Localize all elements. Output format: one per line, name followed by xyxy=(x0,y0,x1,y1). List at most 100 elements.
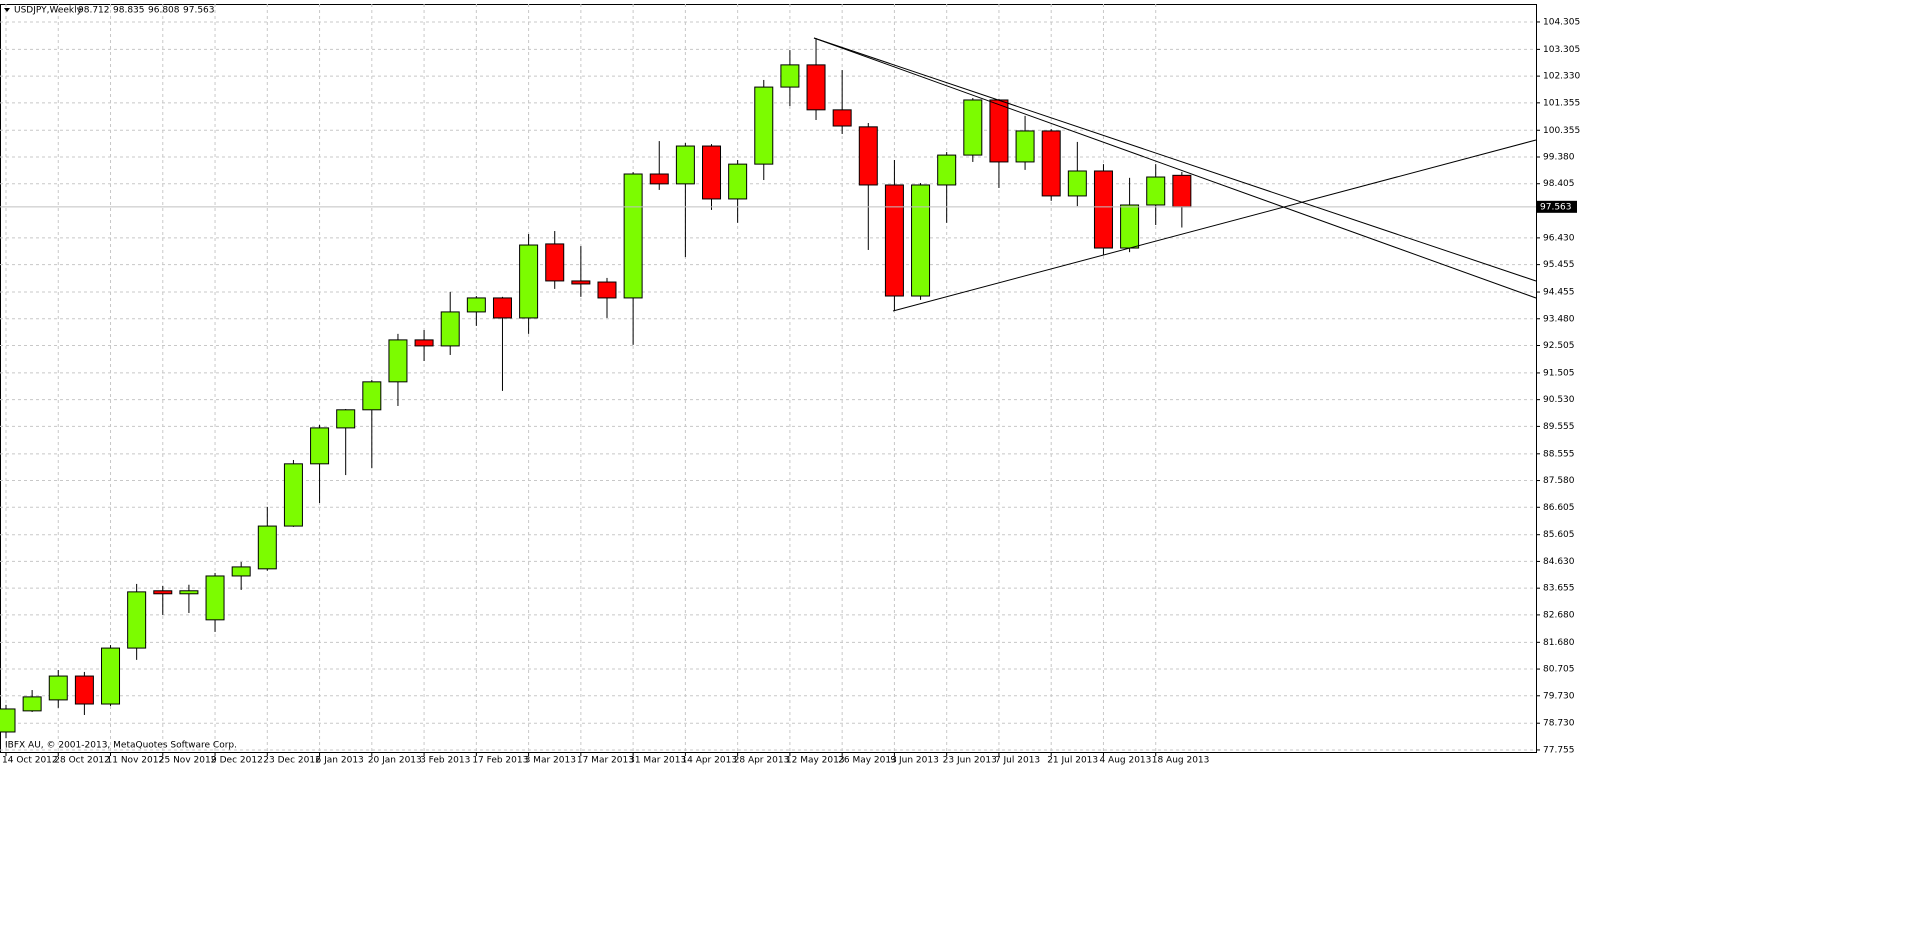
x-tick-label: 17 Mar 2013 xyxy=(577,756,634,766)
menu-arrow xyxy=(4,8,10,12)
x-tick-label: 9 Jun 2013 xyxy=(890,756,938,766)
candle-body xyxy=(911,184,931,297)
y-tick-label: 99.380 xyxy=(1543,153,1575,163)
plot-border xyxy=(0,4,1537,753)
candle-body xyxy=(283,463,303,527)
candle-body xyxy=(519,244,539,319)
candle-body xyxy=(675,145,695,185)
candle-body xyxy=(1015,130,1035,163)
x-tick-label: 3 Feb 2013 xyxy=(420,756,470,766)
watermark: IBFX AU, © 2001-2013, MetaQuotes Softwar… xyxy=(5,741,237,751)
candle-body xyxy=(1172,174,1192,208)
candle-body xyxy=(702,145,722,200)
candle-body xyxy=(937,154,957,186)
y-tick-label: 100.355 xyxy=(1543,126,1580,136)
candle-body xyxy=(884,184,904,297)
y-tick-label: 104.305 xyxy=(1543,17,1580,27)
x-tick-label: 14 Oct 2012 xyxy=(2,756,58,766)
x-tick-label: 18 Aug 2013 xyxy=(1152,756,1210,766)
y-tick-label: 93.480 xyxy=(1543,314,1575,324)
y-tick-label: 82.680 xyxy=(1543,610,1575,620)
y-tick-label: 90.530 xyxy=(1543,395,1575,405)
x-tick-label: 23 Jun 2013 xyxy=(943,756,997,766)
candle-body xyxy=(101,647,121,705)
candle-body xyxy=(754,86,774,165)
x-tick-label: 14 Apr 2013 xyxy=(681,756,737,766)
y-tick-label: 94.455 xyxy=(1543,288,1575,298)
symbol: USDJPY,Weekly xyxy=(14,6,83,16)
y-tick-label: 96.430 xyxy=(1543,233,1575,243)
y-tick-label: 98.405 xyxy=(1543,179,1575,189)
y-tick-label: 81.680 xyxy=(1543,638,1575,648)
candle-body xyxy=(623,173,643,299)
grid xyxy=(0,4,1536,752)
candle-body xyxy=(48,675,68,701)
candle-body xyxy=(362,381,382,411)
y-tick-label: 92.505 xyxy=(1543,341,1575,351)
y-tick-label: 91.505 xyxy=(1543,368,1575,378)
candle-body xyxy=(0,708,16,733)
y-tick-label: 78.730 xyxy=(1543,719,1575,729)
x-tick-label: 9 Dec 2012 xyxy=(211,756,263,766)
y-tick-label: 103.305 xyxy=(1543,45,1580,55)
candle-body xyxy=(492,297,512,319)
x-tick-label: 3 Mar 2013 xyxy=(525,756,576,766)
x-tick-label: 17 Feb 2013 xyxy=(472,756,528,766)
candle-body xyxy=(414,339,434,347)
candle-body xyxy=(336,409,356,429)
candle-body xyxy=(1041,130,1061,197)
x-tick-label: 25 Nov 2012 xyxy=(159,756,217,766)
candle-body xyxy=(22,696,42,712)
candle-body xyxy=(440,311,460,347)
close-value: 97.563 xyxy=(183,6,215,16)
candle-body xyxy=(466,297,486,313)
y-tick-label: 95.455 xyxy=(1543,260,1575,270)
candle-body xyxy=(205,575,225,621)
trendlines xyxy=(813,37,1537,312)
y-tick-label: 79.730 xyxy=(1543,691,1575,701)
y-tick-label: 88.555 xyxy=(1543,449,1575,459)
candle-body xyxy=(1093,170,1113,249)
y-tick-label: 102.330 xyxy=(1543,72,1580,82)
candle-body xyxy=(388,339,408,383)
high-value: 98.835 xyxy=(113,6,145,16)
candle-body xyxy=(780,64,800,88)
candle-body xyxy=(74,675,94,705)
candle-body xyxy=(963,99,983,156)
header: USDJPY,Weekly 98.712 98.835 96.808 97.56… xyxy=(4,6,215,16)
x-tick-label: 23 Dec 2012 xyxy=(263,756,321,766)
x-tick-label: 6 Jan 2013 xyxy=(316,756,364,766)
y-tick-label: 84.630 xyxy=(1543,557,1575,567)
price-box xyxy=(1537,200,1577,213)
candle-body xyxy=(1120,204,1140,249)
candle-body xyxy=(806,64,826,111)
price-label: 97.563 xyxy=(1540,202,1572,212)
x-tick-label: 28 Apr 2013 xyxy=(734,756,790,766)
trendline xyxy=(892,139,1537,312)
candle-body xyxy=(153,590,173,595)
x-tick-label: 21 Jul 2013 xyxy=(1047,756,1098,766)
y-tick-label: 86.605 xyxy=(1543,503,1575,513)
trendline xyxy=(813,37,1537,299)
candle-body xyxy=(989,99,1009,163)
y-tick-label: 83.655 xyxy=(1543,584,1575,594)
x-tick-label: 28 Oct 2012 xyxy=(54,756,110,766)
candle-body xyxy=(571,280,591,285)
candle-body xyxy=(1067,170,1087,197)
candle-body xyxy=(545,243,565,282)
x-tick-label: 4 Aug 2013 xyxy=(1099,756,1151,766)
candle-body xyxy=(179,590,199,595)
y-tick-label: 80.705 xyxy=(1543,665,1575,675)
y-tick-label: 85.605 xyxy=(1543,530,1575,540)
y-tick-label: 101.355 xyxy=(1543,98,1580,108)
y-tick-label: 77.755 xyxy=(1543,745,1575,755)
x-tick-label: 11 Nov 2012 xyxy=(107,756,165,766)
y-tick-label: 87.580 xyxy=(1543,476,1575,486)
candle-body xyxy=(1146,176,1166,206)
plot xyxy=(0,38,1536,739)
candle-body xyxy=(728,163,748,200)
x-tick-label: 20 Jan 2013 xyxy=(368,756,422,766)
low-value: 96.808 xyxy=(148,6,180,16)
x-tick-label: 26 May 2013 xyxy=(838,756,897,766)
candle-body xyxy=(832,109,852,127)
